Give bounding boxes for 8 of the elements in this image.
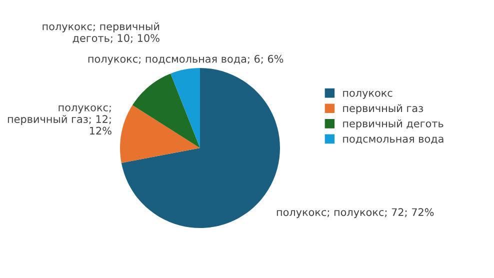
legend-label: первичный деготь xyxy=(343,119,444,130)
data-label: полукокс; подсмольная вода; 6; 6% xyxy=(88,54,284,65)
data-label: полукокс; полукокс; 72; 72% xyxy=(276,208,434,218)
data-label: полукокс; первичный деготь; 10; 10% xyxy=(42,22,160,44)
data-label: полукокс; первичный газ; 12; 12% xyxy=(8,105,112,135)
legend-label: полукокс xyxy=(343,90,392,99)
legend-label: первичный газ xyxy=(343,104,423,114)
legend-label: подсмольная вода xyxy=(343,136,444,144)
